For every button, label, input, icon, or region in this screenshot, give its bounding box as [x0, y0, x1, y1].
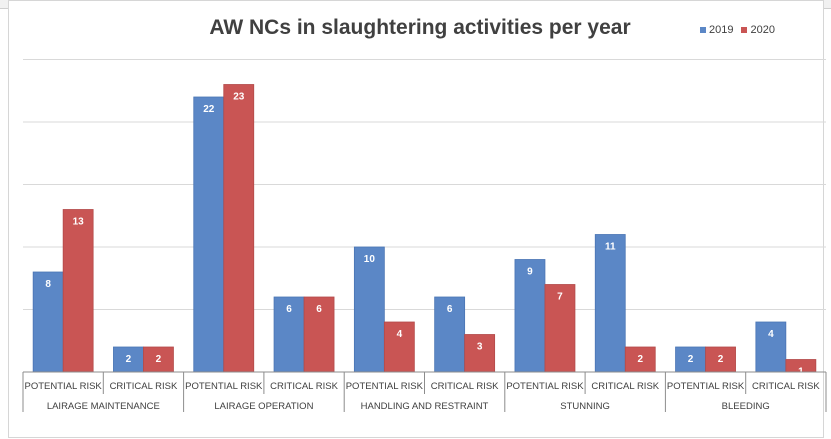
data-label-2020-8: 2 [718, 354, 724, 365]
data-label-2019-5: 6 [447, 304, 453, 315]
x-tick-label: POTENTIAL RISK [346, 381, 424, 392]
legend-label-2019: 2019 [709, 24, 734, 36]
group-label: STUNNING [560, 401, 610, 412]
data-label-2020-3: 6 [316, 304, 322, 315]
data-label-2019-6: 9 [527, 267, 533, 278]
bar-2019-5 [434, 296, 466, 373]
group-label: BLEEDING [722, 401, 770, 412]
bar-2019-3 [273, 296, 305, 373]
data-label-2020-6: 7 [557, 292, 563, 303]
bar-2019-0 [32, 271, 64, 373]
x-tick-label: POTENTIAL RISK [25, 381, 103, 392]
group-label: HANDLING AND RESTRAINT [361, 401, 489, 412]
data-label-2019-7: 11 [605, 242, 616, 253]
bar-2019-7 [594, 234, 626, 373]
data-label-2019-1: 2 [126, 354, 132, 365]
chart-title: AW NCs in slaughtering activities per ye… [209, 16, 631, 39]
x-tick-label: CRITICAL RISK [110, 381, 178, 392]
data-label-2019-4: 10 [364, 254, 376, 265]
data-label-2020-7: 2 [637, 354, 643, 365]
data-label-2019-9: 4 [768, 329, 774, 340]
data-label-2019-2: 22 [203, 104, 215, 115]
x-tick-label: CRITICAL RISK [270, 381, 338, 392]
legend-swatch-2019 [700, 27, 706, 33]
x-tick-label: CRITICAL RISK [431, 381, 499, 392]
x-tick-label: CRITICAL RISK [752, 381, 820, 392]
x-tick-label: CRITICAL RISK [591, 381, 659, 392]
group-label: LAIRAGE OPERATION [214, 401, 313, 412]
data-label-2019-0: 8 [45, 279, 51, 290]
bar-2019-4 [353, 246, 385, 373]
data-label-2020-2: 23 [233, 92, 245, 103]
group-label: LAIRAGE MAINTENANCE [47, 401, 160, 412]
bar-2020-2 [223, 84, 255, 373]
data-label-2020-5: 3 [477, 342, 483, 353]
bar-2020-6 [544, 284, 576, 373]
bar-2020-0 [62, 209, 94, 373]
bar-2020-4 [383, 321, 415, 373]
x-tick-label: POTENTIAL RISK [185, 381, 263, 392]
bar-2019-2 [193, 96, 225, 373]
bar-2020-7 [624, 346, 656, 373]
bar-2020-3 [303, 296, 335, 373]
data-label-2019-8: 2 [688, 354, 694, 365]
data-label-2020-4: 4 [397, 329, 403, 340]
legend-label-2020: 2020 [750, 24, 775, 36]
bar-2020-1 [143, 346, 174, 373]
x-tick-label: POTENTIAL RISK [506, 381, 584, 392]
legend-swatch-2020 [741, 27, 748, 33]
legend-item-2019: 2019 [700, 24, 733, 36]
bar-2020-8 [705, 346, 736, 373]
data-label-2020-1: 2 [156, 354, 162, 365]
chart-legend: 2019 2020 [700, 24, 775, 36]
bar-2020-5 [464, 334, 496, 373]
legend-item-2020: 2020 [741, 24, 775, 36]
data-label-2019-3: 6 [286, 304, 292, 315]
data-label-2020-0: 13 [73, 217, 85, 228]
x-tick-label: POTENTIAL RISK [667, 381, 745, 392]
